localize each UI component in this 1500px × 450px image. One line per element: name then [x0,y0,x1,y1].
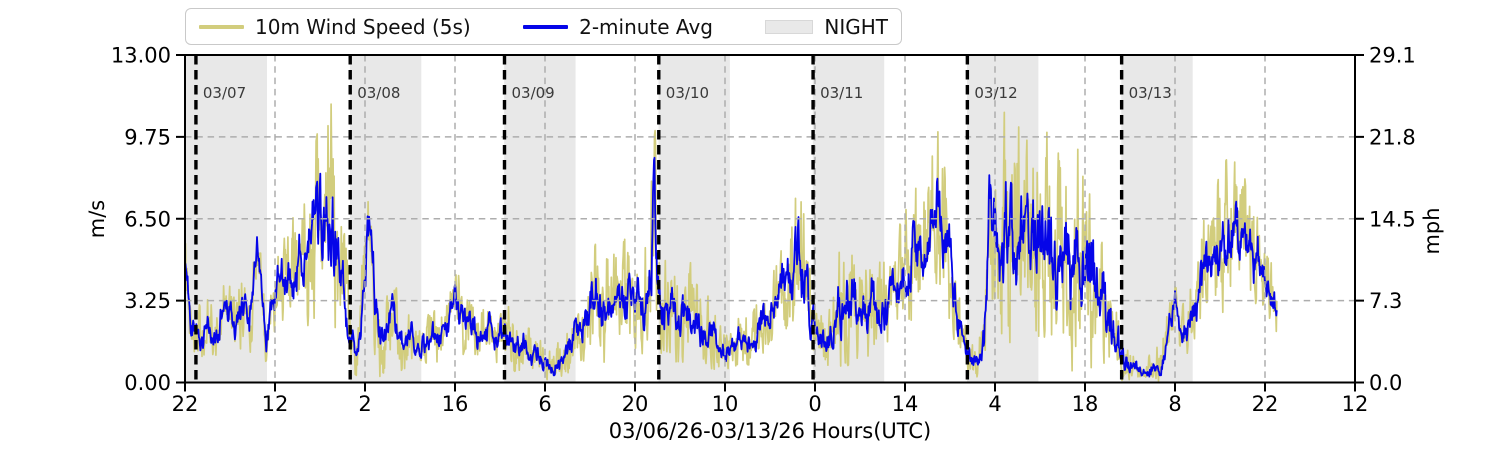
legend-label-2min-avg: 2-minute Avg [579,14,713,39]
y-tick-label-right: 14.5 [1369,207,1416,231]
y-axis-label-left: m/s [85,199,109,239]
y-tick-label-right: 29.1 [1369,44,1416,68]
x-tick-label: 12 [1342,392,1369,416]
y-axis-label-right: mph [1420,207,1444,255]
x-tick-label: 22 [172,392,199,416]
x-tick-label: 22 [1252,392,1279,416]
legend-item-night: NIGHT [765,15,888,39]
date-label: 03/11 [820,84,863,102]
y-tick-label-left: 3.25 [124,289,171,313]
x-tick-label: 20 [622,392,649,416]
x-axis-label: 03/06/26-03/13/26 Hours(UTC) [608,419,932,443]
y-tick-label-right: 21.8 [1369,125,1416,149]
x-tick-label: 14 [892,392,919,416]
legend-label-wind-speed: 10m Wind Speed (5s) [255,14,471,39]
wind-speed-line-swatch [199,24,244,29]
axes-frame [176,54,1364,392]
x-tick-label: 6 [538,392,551,416]
night-patch-swatch [765,19,814,34]
two-minute-avg-line [184,156,1278,378]
y-tick-label-right: 7.3 [1369,289,1402,313]
y-tick-label-right: 0.0 [1369,371,1402,395]
x-tick-label: 0 [808,392,821,416]
x-tick-label: 16 [442,392,469,416]
date-label: 03/13 [1129,84,1172,102]
y-tick-label-left: 13.00 [111,44,171,68]
x-tick-label: 10 [712,392,739,416]
x-tick-label: 18 [1072,392,1099,416]
x-tick-label: 8 [1168,392,1181,416]
legend: 10m Wind Speed (5s) 2-minute Avg NIGHT [185,8,902,45]
y-tick-label-left: 9.75 [124,125,171,149]
y-tick-label-left: 0.00 [124,371,171,395]
y-tick-label-left: 6.50 [124,207,171,231]
day-divider-lines: 03/07 03/08 03/09 03/10 03/11 03/12 03/13 [194,55,1172,383]
x-tick-label: 12 [262,392,289,416]
series-layer [184,103,1278,382]
x-tick-label: 2 [358,392,371,416]
date-label: 03/12 [974,84,1017,102]
legend-item-2min-avg: 2-minute Avg [523,15,713,39]
legend-item-wind-speed: 10m Wind Speed (5s) [199,15,471,39]
date-label: 03/10 [666,84,709,102]
x-tick-label: 4 [988,392,1001,416]
avg-line-swatch [523,24,569,29]
date-label: 03/08 [357,84,400,102]
tick-labels: 22 12 2 16 6 20 10 0 14 4 18 8 22 12 0.00 0.0 3.25 7.3 6.5… [111,44,1416,417]
date-label: 03/09 [512,84,555,102]
legend-label-night: NIGHT [824,14,888,39]
date-label: 03/07 [203,84,246,102]
